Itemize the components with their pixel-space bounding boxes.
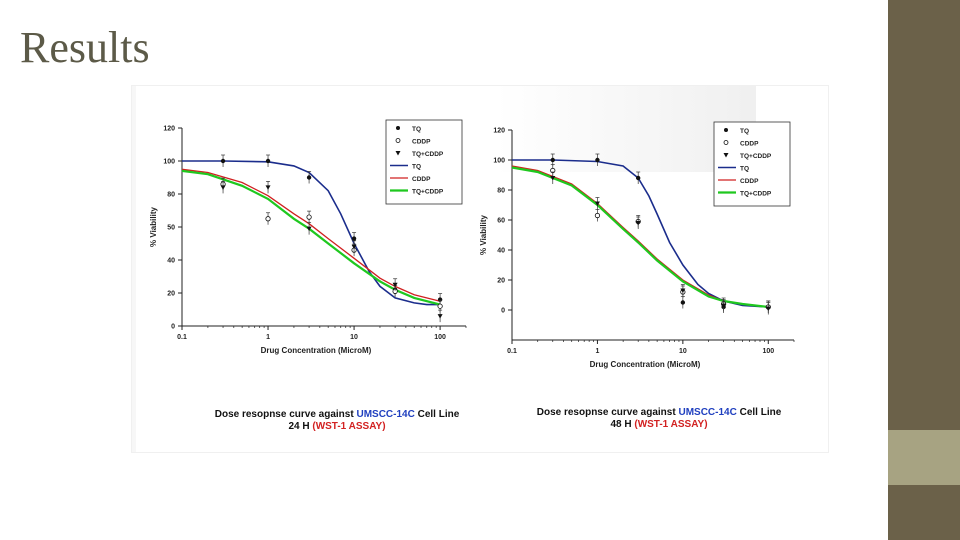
point-marker xyxy=(265,185,271,190)
x-tick-label: 10 xyxy=(350,334,358,341)
x-tick-label: 0.1 xyxy=(507,348,517,355)
point-marker xyxy=(306,214,312,220)
legend-label: TQ+CDDP xyxy=(412,151,444,158)
legend-swatch xyxy=(724,128,728,132)
figure-shading xyxy=(496,86,756,172)
x-tick-label: 100 xyxy=(762,348,774,355)
caption-48h-post: Cell Line xyxy=(736,407,782,418)
y-tick-label: 40 xyxy=(497,248,505,255)
fit-line-tq-cddp xyxy=(511,166,769,309)
x-axis-label: Drug Concentration (MicroM) xyxy=(590,360,701,369)
results-figure: 0 20 40 50 80 100 120 0.1 1 10 100 Drug Concentrati… xyxy=(132,86,828,452)
point-marker xyxy=(351,236,357,241)
y-axis-label: % Viability xyxy=(479,215,488,255)
legend-label: CDDP xyxy=(412,176,431,183)
legend-label: TQ+CDDP xyxy=(412,189,444,196)
legend-label: CDDP xyxy=(740,178,759,185)
legend-label: TQ+CDDP xyxy=(740,191,772,198)
point-marker xyxy=(550,157,555,163)
y-axis-label: % Viability xyxy=(149,207,158,247)
caption-24h-pre: Dose resopnse curve against xyxy=(214,409,357,420)
legend-swatch xyxy=(396,126,400,130)
x-tick-label: 100 xyxy=(434,334,446,341)
x-tick-label: 1 xyxy=(266,334,270,341)
legend-label: CDDP xyxy=(740,141,759,148)
legend-swatch xyxy=(395,138,401,143)
x-tick-label: 10 xyxy=(679,348,687,355)
y-tick-label: 0 xyxy=(171,324,175,331)
point-marker xyxy=(437,297,443,302)
point-marker xyxy=(635,175,641,181)
caption-24h-assay: (WST-1 ASSAY) xyxy=(312,421,386,432)
point-marker xyxy=(351,244,357,250)
chart-24h: 0 20 40 50 80 100 120 0.1 1 10 100 Drug Concentrati… xyxy=(149,119,467,355)
y-tick-label: 120 xyxy=(493,128,505,135)
legend-label: TQ+CDDP xyxy=(740,153,772,160)
point-marker xyxy=(594,201,600,206)
chart-48h: 0 20 40 60 80 100 120 0.1 1 10 100 Drug Concentrati… xyxy=(479,121,795,369)
y-tick-label: 60 xyxy=(497,218,505,225)
y-tick-label: 40 xyxy=(167,258,175,265)
slide-title: Results xyxy=(20,23,150,72)
y-tick-label: 80 xyxy=(497,188,505,195)
y-tick-label: 100 xyxy=(163,159,175,166)
x-tick-label: 1 xyxy=(595,348,599,355)
x-tick-label: 0.1 xyxy=(177,334,187,341)
point-marker xyxy=(595,157,600,163)
y-tick-label: 0 xyxy=(501,308,505,315)
point-marker xyxy=(635,221,641,226)
x-axis-label: Drug Concentration (MicroM) xyxy=(261,346,372,355)
caption-24h: Dose resopnse curve against UMSCC-14C Ce… xyxy=(192,409,482,433)
legend-label: TQ xyxy=(412,126,421,133)
point-marker xyxy=(594,212,601,219)
caption-48h: Dose resopnse curve against UMSCC-14C Ce… xyxy=(514,407,804,431)
legend-swatch xyxy=(723,153,729,158)
fit-line-cddp xyxy=(181,168,441,302)
point-marker xyxy=(392,282,398,288)
point-marker xyxy=(437,303,443,309)
point-marker xyxy=(765,306,771,311)
y-tick-label: 20 xyxy=(167,291,175,298)
legend-label: TQ xyxy=(412,164,421,171)
point-marker xyxy=(220,158,226,164)
point-marker xyxy=(721,303,727,308)
point-marker xyxy=(550,176,556,181)
caption-24h-cell: UMSCC-14C xyxy=(356,409,415,420)
y-tick-label: 100 xyxy=(493,158,505,165)
point-marker xyxy=(306,175,312,180)
fit-line-tq-cddp xyxy=(181,169,441,306)
decorative-side-swatch xyxy=(888,430,960,485)
point-marker xyxy=(265,216,271,222)
caption-48h-cell: UMSCC-14C xyxy=(678,407,737,418)
y-tick-label: 120 xyxy=(163,126,175,133)
y-tick-label: 50 xyxy=(167,225,175,232)
caption-24h-time: 24 H xyxy=(288,421,313,432)
caption-48h-time: 48 H xyxy=(610,419,635,430)
point-marker xyxy=(306,226,312,232)
legend-label: CDDP xyxy=(412,139,431,146)
point-marker xyxy=(437,314,443,319)
legend-swatch xyxy=(395,151,401,156)
y-tick-label: 20 xyxy=(497,278,505,285)
fit-line-tq xyxy=(182,160,441,306)
caption-24h-post: Cell Line xyxy=(414,409,460,420)
y-tick-label: 80 xyxy=(167,192,175,199)
legend-swatch xyxy=(723,140,729,145)
point-marker xyxy=(220,185,226,190)
legend-label: TQ xyxy=(740,166,749,173)
caption-48h-assay: (WST-1 ASSAY) xyxy=(634,419,708,430)
point-marker xyxy=(680,300,686,305)
caption-48h-pre: Dose resopnse curve against xyxy=(536,407,679,418)
point-marker xyxy=(680,288,686,293)
legend-label: TQ xyxy=(740,128,749,135)
point-marker xyxy=(265,158,271,164)
